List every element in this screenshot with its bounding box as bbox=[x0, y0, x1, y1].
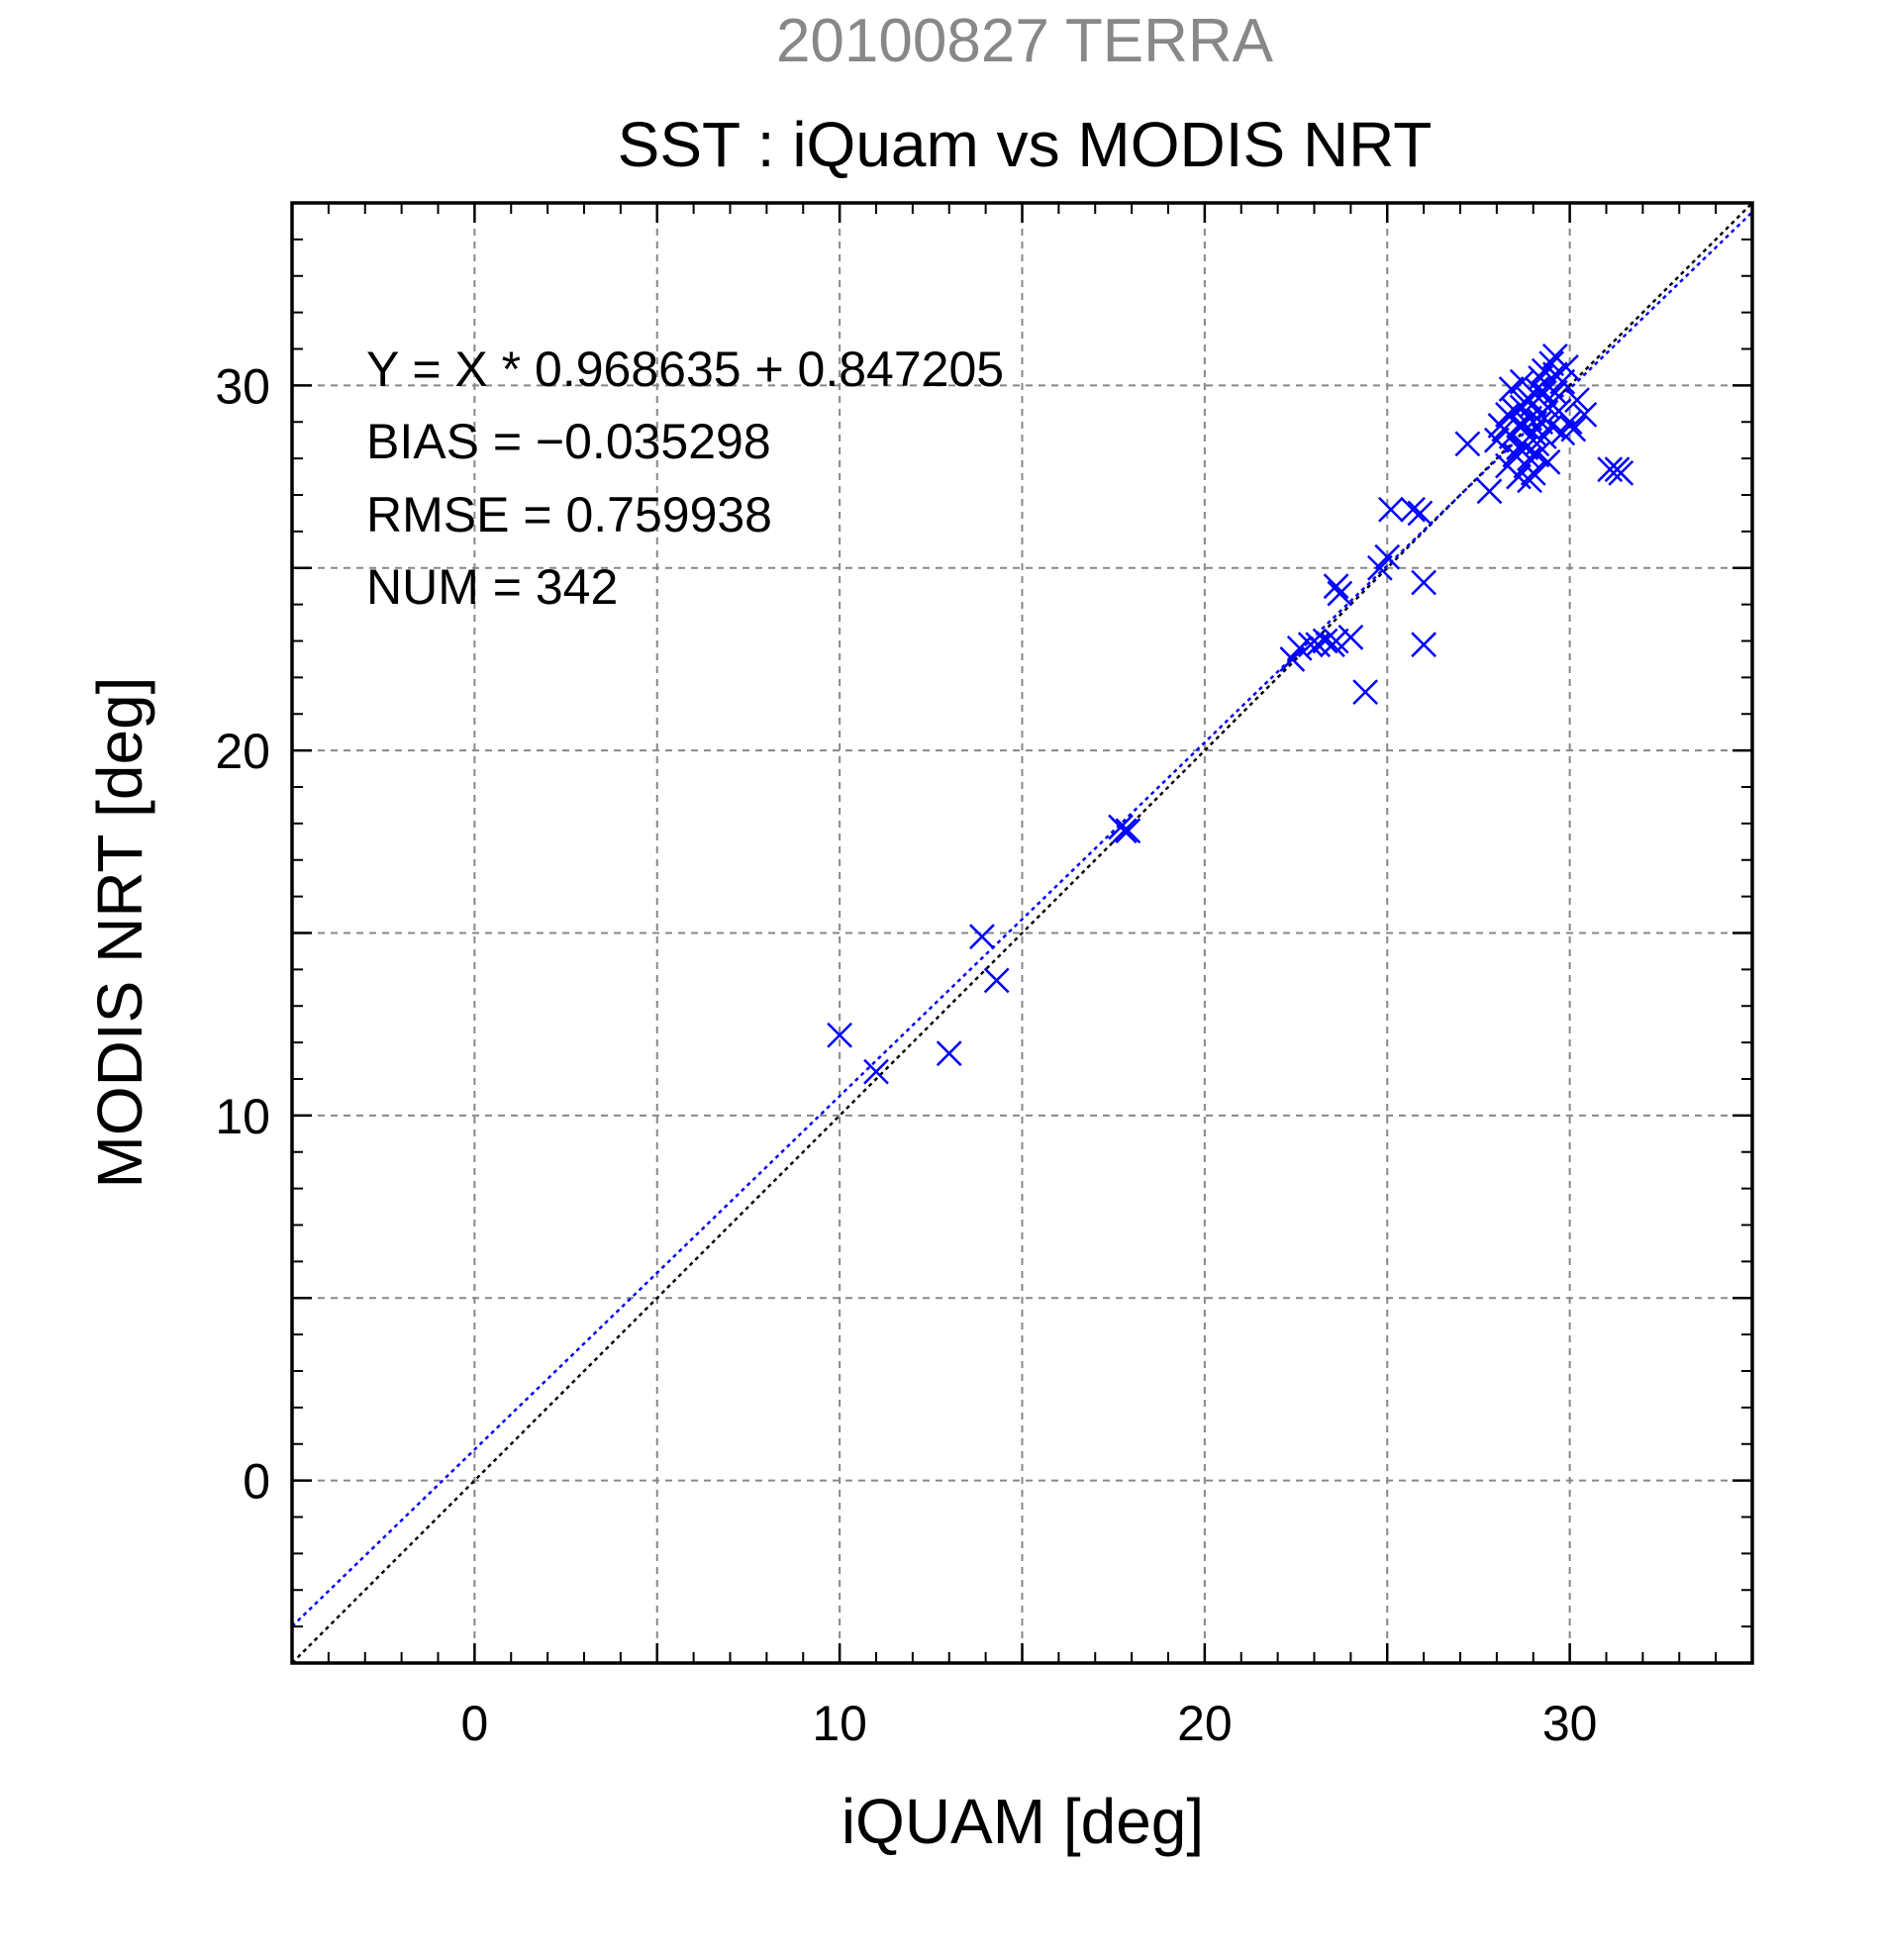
data-point bbox=[1520, 459, 1546, 486]
data-point bbox=[1487, 413, 1514, 439]
data-point bbox=[1337, 624, 1364, 650]
data-point bbox=[1378, 496, 1404, 523]
data-point bbox=[1495, 401, 1521, 428]
minor-ticks bbox=[290, 201, 1754, 1665]
chart-title: 20100827 TERRA bbox=[776, 7, 1274, 75]
stat-bias: BIAS = −0.035298 bbox=[366, 414, 771, 469]
data-points bbox=[827, 343, 1634, 1085]
data-point bbox=[1476, 478, 1503, 505]
reference-lines bbox=[291, 202, 1753, 1664]
y-tick-label: 0 bbox=[243, 1454, 270, 1510]
data-point bbox=[1327, 580, 1353, 607]
data-point bbox=[1483, 427, 1510, 453]
data-point bbox=[983, 967, 1010, 994]
data-point bbox=[1411, 632, 1437, 658]
data-point bbox=[1279, 646, 1306, 672]
data-point bbox=[1323, 628, 1349, 654]
y-tick-label: 20 bbox=[215, 724, 270, 779]
stat-equation: Y = X * 0.968635 + 0.847205 bbox=[366, 342, 1004, 397]
tick-labels: 0 10 20 30 0 10 20 30 bbox=[215, 358, 1597, 1751]
data-point bbox=[1111, 818, 1138, 844]
data-point bbox=[1608, 459, 1634, 486]
y-axis-label: MODIS NRT [deg] bbox=[84, 677, 155, 1189]
data-point bbox=[1560, 416, 1587, 442]
data-point bbox=[1407, 500, 1434, 527]
data-point bbox=[1538, 390, 1565, 417]
x-axis-label: iQUAM [deg] bbox=[842, 1786, 1204, 1857]
data-point bbox=[1115, 818, 1141, 844]
data-point bbox=[1509, 394, 1535, 421]
x-tick-label: 10 bbox=[812, 1696, 867, 1751]
data-point bbox=[1323, 573, 1349, 600]
data-point bbox=[1571, 401, 1598, 428]
chart-subtitle: SST : iQuam vs MODIS NRT bbox=[618, 109, 1433, 180]
stats-box: Y = X * 0.968635 + 0.847205 BIAS = −0.03… bbox=[366, 342, 1004, 615]
y-tick-label: 30 bbox=[215, 358, 270, 414]
data-point bbox=[1531, 379, 1557, 406]
y-tick-label: 10 bbox=[215, 1089, 270, 1144]
data-point bbox=[1411, 569, 1437, 596]
data-point bbox=[1541, 361, 1568, 388]
stat-rmse: RMSE = 0.759938 bbox=[366, 487, 772, 542]
x-tick-label: 20 bbox=[1177, 1696, 1233, 1751]
data-point bbox=[1517, 445, 1542, 472]
data-point bbox=[936, 1040, 962, 1067]
fit-line bbox=[291, 211, 1753, 1627]
data-point bbox=[863, 1058, 889, 1085]
data-point bbox=[1312, 628, 1338, 654]
data-point bbox=[1374, 543, 1401, 570]
data-point bbox=[827, 1022, 853, 1048]
data-point bbox=[1366, 554, 1393, 581]
x-tick-label: 0 bbox=[460, 1696, 488, 1751]
data-point bbox=[1498, 376, 1525, 402]
data-point bbox=[1564, 387, 1590, 414]
data-point bbox=[969, 924, 995, 950]
data-point bbox=[1400, 496, 1426, 523]
plot-frame bbox=[290, 201, 1754, 1665]
data-point bbox=[1297, 632, 1324, 658]
x-tick-label: 30 bbox=[1542, 1696, 1598, 1751]
stat-num: NUM = 342 bbox=[366, 559, 618, 615]
data-point bbox=[1352, 679, 1379, 706]
data-point bbox=[1454, 431, 1481, 457]
